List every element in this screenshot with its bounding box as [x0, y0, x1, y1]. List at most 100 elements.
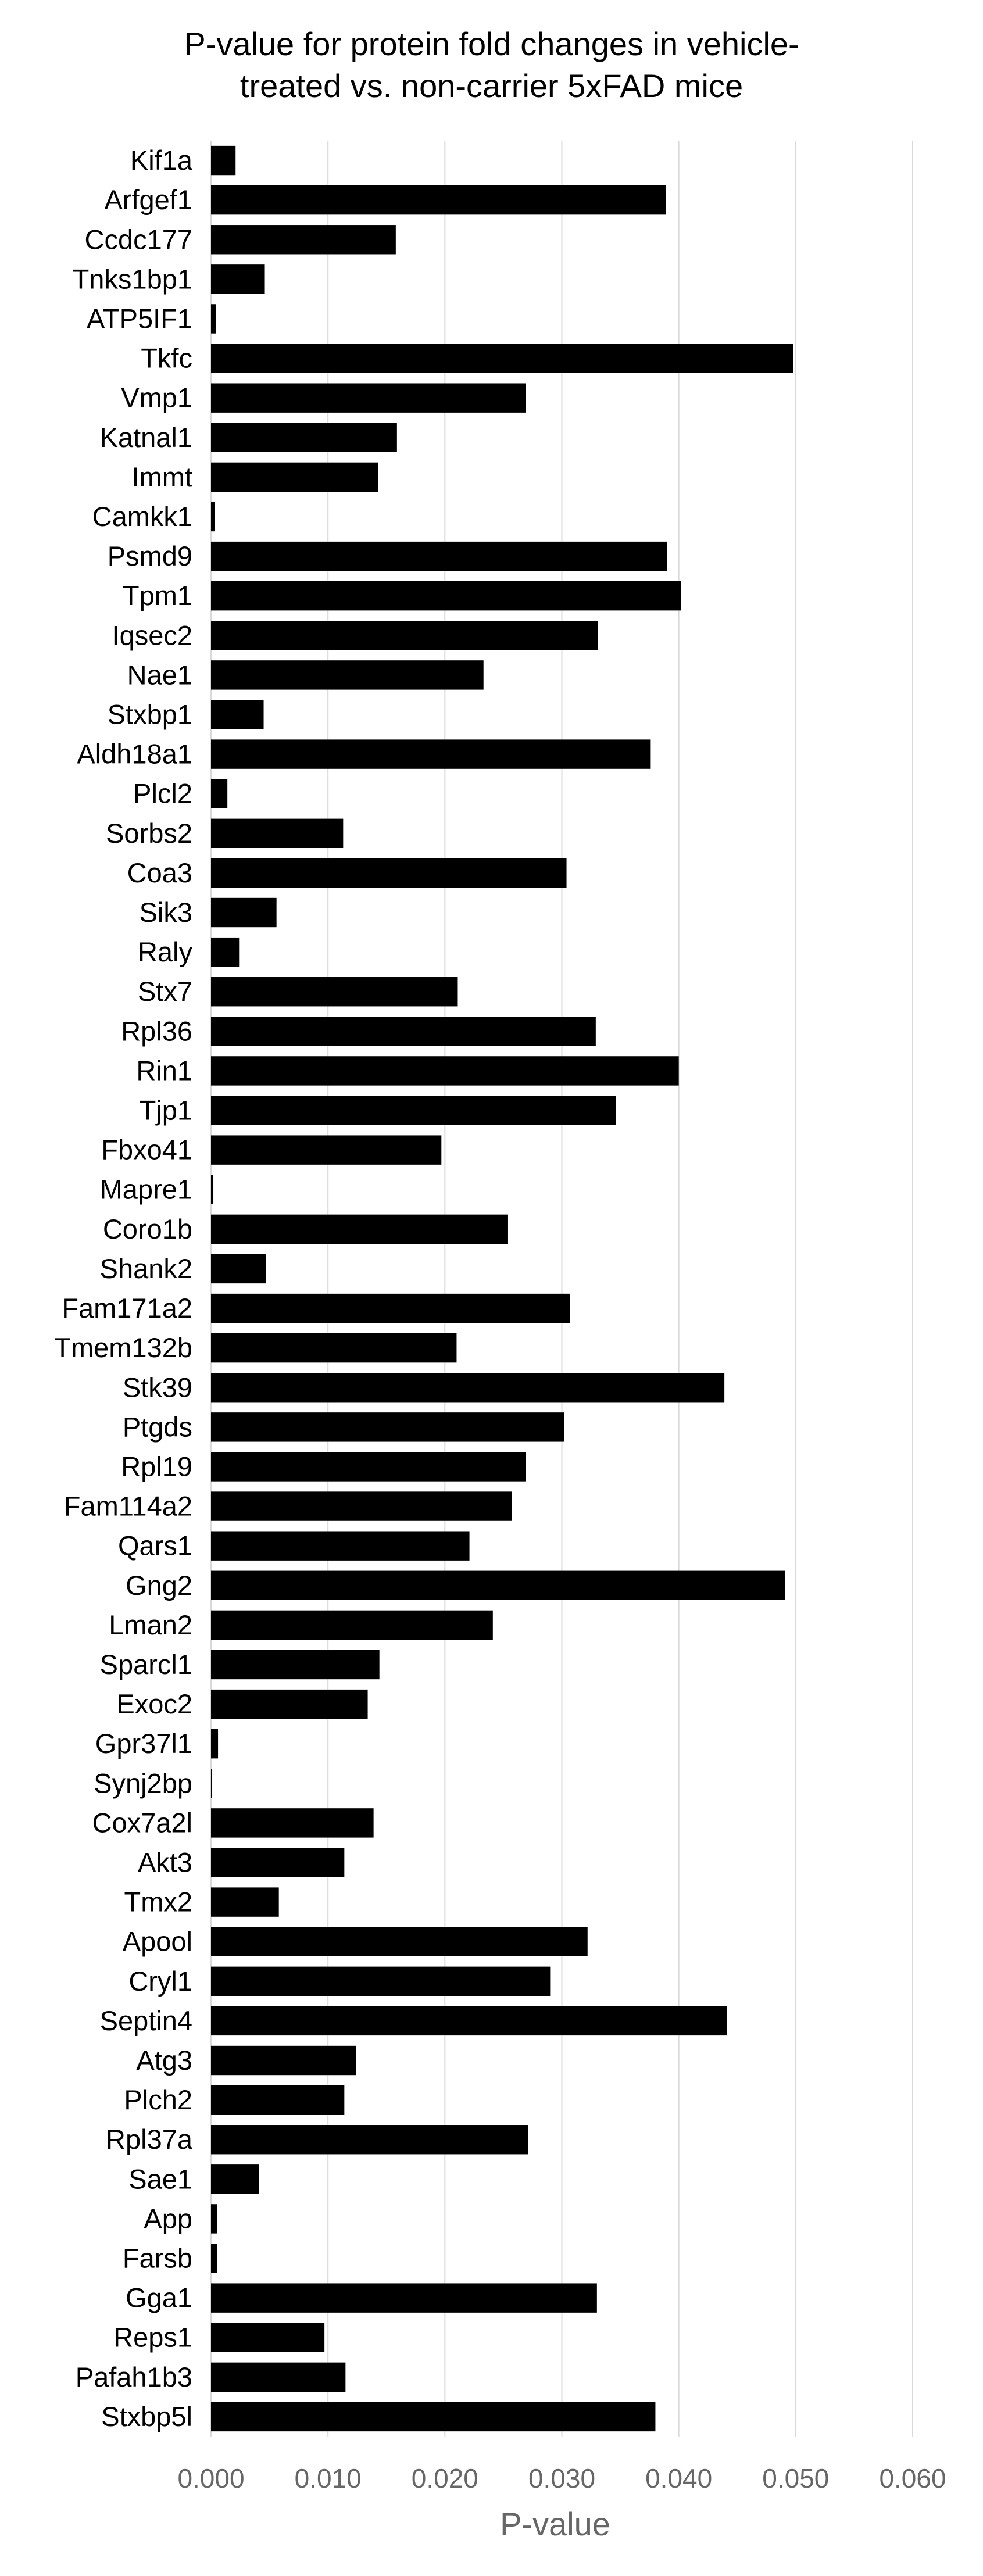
- category-label: Arfgef1: [104, 184, 192, 215]
- bar: [211, 1808, 374, 1838]
- bar: [211, 462, 378, 492]
- category-label: Coa3: [127, 857, 192, 888]
- category-label: Shank2: [100, 1253, 192, 1284]
- bar: [211, 423, 397, 452]
- bar: [211, 858, 567, 888]
- bar: [211, 2085, 345, 2115]
- bar: [211, 2204, 217, 2234]
- category-label: Raly: [138, 936, 193, 967]
- category-label: Gga1: [126, 2282, 192, 2313]
- bar: [211, 660, 484, 690]
- bar: [211, 2006, 727, 2036]
- category-label: Pafah1b3: [76, 2362, 192, 2392]
- category-label: Tmx2: [124, 1887, 193, 1917]
- category-label: Rpl36: [121, 1015, 192, 1046]
- bar: [211, 1570, 785, 1600]
- x-tick-label: 0.040: [645, 2463, 712, 2493]
- category-label: Nae1: [127, 659, 192, 690]
- bar: [211, 1927, 588, 1956]
- bars: [211, 145, 793, 2432]
- category-label: Tnks1bp1: [73, 263, 192, 294]
- bar: [211, 2283, 597, 2313]
- bar: [211, 304, 216, 334]
- bar: [211, 1293, 570, 1323]
- category-label: Akt3: [138, 1847, 192, 1878]
- category-label: Atg3: [136, 2045, 192, 2076]
- bar: [211, 700, 264, 729]
- category-label: Fam171a2: [62, 1293, 192, 1323]
- category-label: Rin1: [136, 1055, 192, 1086]
- category-label: Rpl37a: [106, 2124, 193, 2155]
- bar: [211, 581, 681, 611]
- bar: [211, 1452, 526, 1482]
- x-tick-label: 0.020: [412, 2463, 478, 2493]
- category-label: Stx7: [138, 976, 192, 1007]
- x-tick-label: 0.030: [528, 2463, 595, 2493]
- category-label: Rpl19: [121, 1451, 192, 1482]
- bar: [211, 1254, 266, 1284]
- bar: [211, 1056, 679, 1086]
- bar: [211, 344, 793, 373]
- bar: [211, 621, 598, 650]
- bar: [211, 739, 651, 769]
- category-label: Sparcl1: [100, 1649, 192, 1680]
- bar: [211, 2362, 346, 2392]
- category-label: Cox7a2l: [92, 1807, 192, 1838]
- bar: [211, 2164, 259, 2194]
- bar: [211, 1096, 616, 1125]
- bar: [211, 2125, 528, 2155]
- category-label: Plch2: [124, 2084, 192, 2115]
- category-label: Aldh18a1: [77, 739, 192, 770]
- bar: [211, 818, 344, 849]
- category-label: ATP5IF1: [87, 303, 192, 334]
- bar: [211, 1491, 512, 1521]
- category-label: Fam114a2: [64, 1491, 192, 1522]
- bar: [211, 2244, 217, 2273]
- category-label: Psmd9: [108, 541, 192, 571]
- x-tick-label: 0.050: [762, 2463, 829, 2493]
- bar: [211, 1966, 551, 1997]
- bar: [211, 1175, 214, 1204]
- x-tick-label: 0.010: [295, 2463, 362, 2493]
- bar: [211, 1887, 279, 1917]
- category-label: Apool: [123, 1926, 192, 1957]
- category-label: Lman2: [109, 1609, 192, 1640]
- bar: [211, 2402, 656, 2432]
- category-label: Septin4: [100, 2005, 192, 2036]
- chart-title-line-1: P-value for protein fold changes in vehi…: [184, 26, 799, 62]
- bar: [211, 1333, 457, 1363]
- category-label: Sae1: [128, 2163, 192, 2194]
- category-label: Synj2bp: [94, 1768, 192, 1798]
- bar: [211, 383, 526, 413]
- bar: [211, 897, 277, 928]
- bar: [211, 1729, 219, 1759]
- bar: [211, 2323, 325, 2352]
- bar: [211, 1769, 213, 1798]
- category-label: Mapre1: [100, 1174, 192, 1205]
- category-label: Gng2: [126, 1570, 192, 1601]
- category-label: Tkfc: [141, 343, 192, 374]
- category-label: App: [144, 2203, 192, 2234]
- category-label: Coro1b: [103, 1214, 192, 1244]
- category-label: Immt: [132, 461, 192, 492]
- category-label: Qars1: [118, 1530, 192, 1561]
- bar: [211, 1650, 380, 1680]
- category-label: Katnal1: [100, 422, 192, 453]
- category-label: Fbxo41: [101, 1135, 192, 1165]
- bar: [211, 977, 458, 1007]
- category-label: Iqsec2: [112, 620, 192, 650]
- category-label: Gpr37l1: [95, 1728, 192, 1759]
- category-label: Sorbs2: [106, 818, 192, 849]
- category-label: Camkk1: [92, 501, 192, 532]
- category-label: Reps1: [113, 2322, 192, 2353]
- bar: [211, 145, 236, 176]
- category-label: Farsb: [123, 2243, 192, 2274]
- bar: [211, 1610, 493, 1640]
- bar: [211, 1531, 470, 1561]
- category-label: Plcl2: [133, 778, 192, 809]
- category-label: Sik3: [140, 897, 192, 928]
- category-label: Stxbp5l: [101, 2401, 192, 2432]
- category-label: Ptgds: [123, 1411, 192, 1442]
- chart-title: P-value for protein fold changes in vehi…: [0, 23, 983, 107]
